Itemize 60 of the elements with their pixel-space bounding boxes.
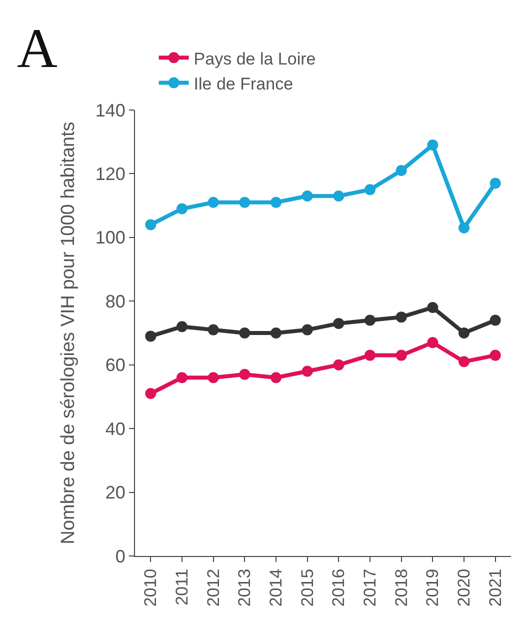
- point: [364, 314, 376, 326]
- point: [270, 328, 282, 338]
- point: [458, 356, 470, 368]
- y-axis-title: Nombre de de sérologies VIH pour 1000 habitants: [58, 122, 80, 544]
- point: [364, 350, 376, 361]
- point: [176, 372, 188, 384]
- point: [208, 372, 219, 384]
- point: [396, 312, 407, 323]
- point: [145, 330, 156, 342]
- point: [364, 184, 376, 196]
- x-tick-label: 2015: [298, 568, 317, 607]
- point: [239, 196, 250, 208]
- point: [145, 219, 156, 230]
- x-tick-label: 2017: [360, 568, 380, 607]
- point: [396, 165, 407, 176]
- x-tick-label: 2010: [141, 568, 160, 607]
- y-tick-label: 80: [105, 291, 126, 312]
- point: [239, 328, 250, 338]
- point: [302, 324, 313, 336]
- x-tick-label: 2014: [266, 568, 286, 607]
- point: [302, 366, 313, 377]
- point: [333, 318, 344, 329]
- y-tick-label: 20: [105, 482, 126, 503]
- point: [333, 190, 344, 202]
- point: [270, 196, 282, 208]
- x-tick-label: 2021: [486, 568, 505, 607]
- point: [427, 302, 438, 314]
- y-tick-label: 0: [115, 546, 126, 566]
- point: [302, 190, 313, 202]
- point: [208, 196, 219, 208]
- legend-label: Pays de la Loire: [194, 49, 316, 68]
- x-tick-label: 2011: [172, 568, 192, 606]
- y-tick-label: 40: [105, 418, 126, 439]
- point: [145, 388, 156, 400]
- point: [176, 203, 188, 214]
- point: [490, 350, 501, 361]
- x-tick-label: 2012: [204, 568, 223, 607]
- text: A: [17, 18, 58, 80]
- x-tick-label: 2013: [235, 568, 254, 607]
- point: [176, 321, 188, 332]
- y-tick-label: 60: [105, 355, 126, 376]
- x-tick-label: 2016: [329, 568, 348, 607]
- point: [458, 222, 470, 234]
- legend-label: Ile de France: [194, 74, 294, 94]
- y-tick-label: 120: [95, 164, 126, 184]
- point: [490, 314, 501, 326]
- point: [490, 178, 501, 189]
- point: [427, 140, 438, 151]
- y-tick-label: 100: [95, 228, 126, 248]
- point: [458, 328, 470, 338]
- point: [427, 337, 438, 348]
- point: [239, 368, 250, 380]
- point: [208, 324, 219, 336]
- x-tick-label: 2018: [392, 568, 411, 607]
- x-tick-label: 2020: [454, 568, 474, 607]
- point: [270, 372, 282, 384]
- y-tick-label: 140: [95, 100, 126, 120]
- point: [333, 359, 344, 370]
- x-tick-label: 2019: [423, 568, 442, 607]
- point: [396, 350, 407, 361]
